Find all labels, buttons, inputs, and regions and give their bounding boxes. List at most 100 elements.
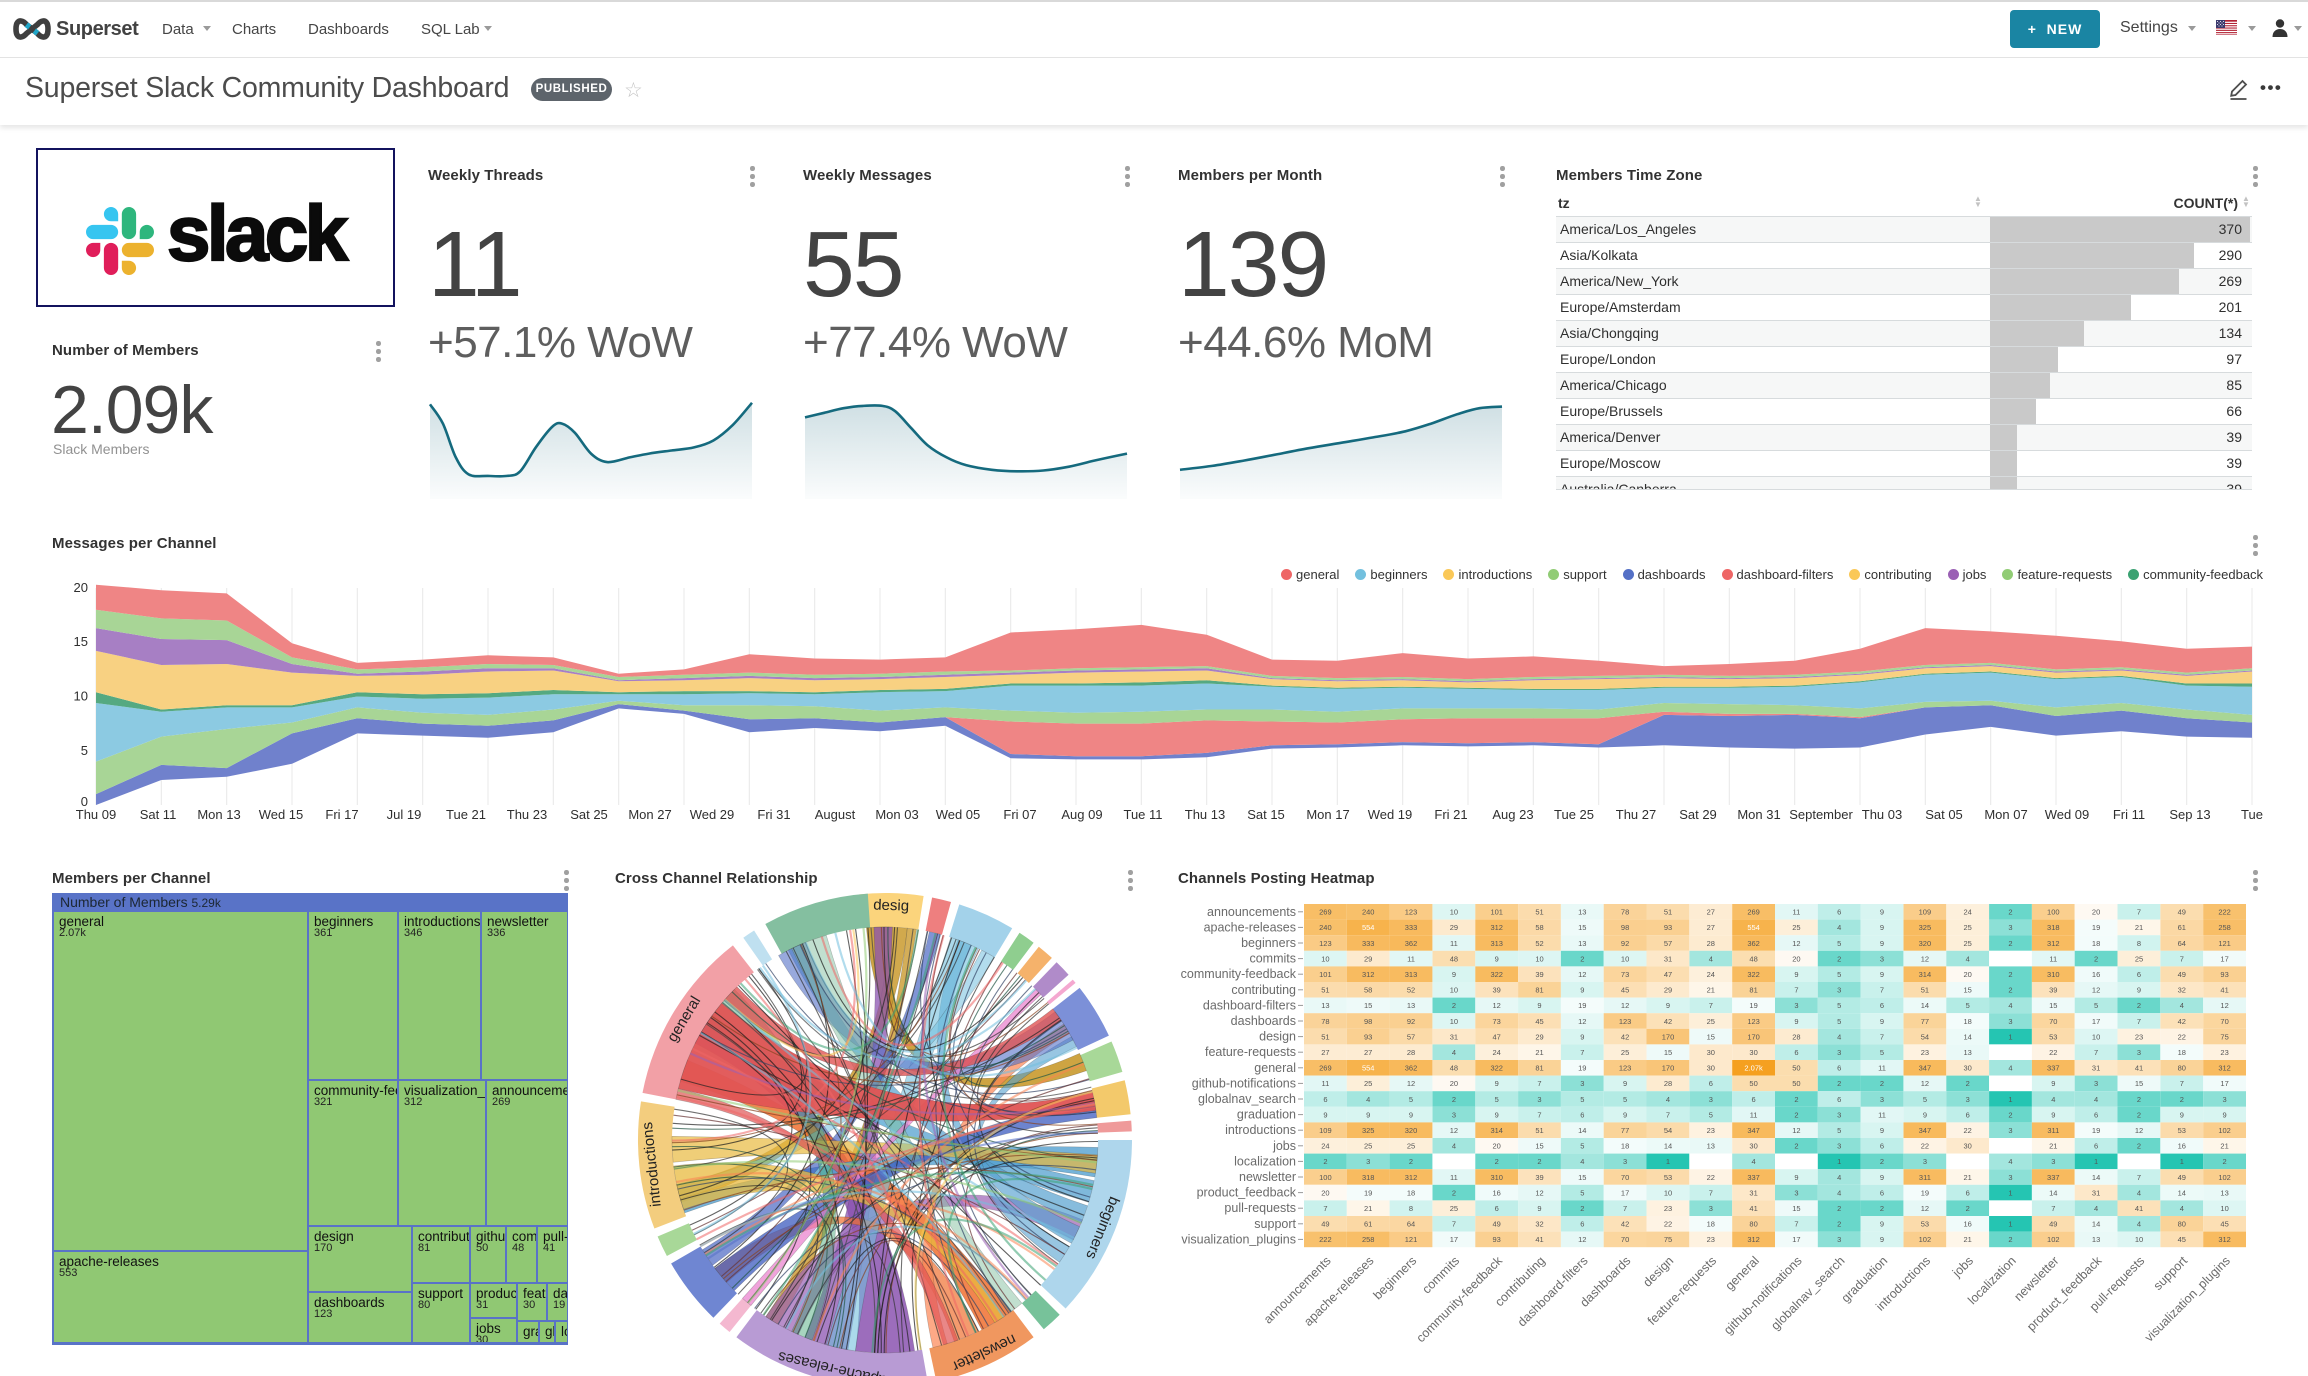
svg-text:51: 51 bbox=[1321, 986, 1329, 995]
svg-text:6: 6 bbox=[2094, 1110, 2098, 1119]
svg-text:16: 16 bbox=[1493, 1188, 1501, 1197]
svg-text:19: 19 bbox=[1578, 1001, 1586, 1010]
svg-text:3: 3 bbox=[1537, 1095, 1541, 1104]
svg-text:21: 21 bbox=[1364, 1204, 1372, 1213]
svg-text:5: 5 bbox=[81, 743, 88, 758]
svg-text:322: 322 bbox=[1490, 1064, 1503, 1073]
svg-text:9: 9 bbox=[2051, 1110, 2055, 1119]
svg-text:2: 2 bbox=[1880, 1204, 1884, 1213]
svg-text:98: 98 bbox=[1364, 1017, 1372, 1026]
svg-text:design: design bbox=[1259, 1030, 1296, 1044]
svg-text:57: 57 bbox=[1407, 1032, 1415, 1041]
svg-text:11: 11 bbox=[1793, 908, 1801, 917]
svg-text:1: 1 bbox=[1837, 1157, 1841, 1166]
svg-text:github-notifications: github-notifications bbox=[1192, 1076, 1296, 1090]
svg-text:6: 6 bbox=[1580, 1110, 1584, 1119]
svg-text:3: 3 bbox=[2008, 1173, 2012, 1182]
svg-text:3: 3 bbox=[1966, 1095, 1970, 1104]
svg-text:9: 9 bbox=[1366, 1110, 1370, 1119]
svg-text:8: 8 bbox=[2137, 939, 2141, 948]
svg-text:1: 1 bbox=[2008, 1188, 2012, 1197]
svg-text:beginners: beginners bbox=[1371, 1254, 1420, 1303]
svg-text:Thu 09: Thu 09 bbox=[76, 807, 116, 822]
svg-text:14: 14 bbox=[1964, 1032, 1972, 1041]
svg-text:9: 9 bbox=[2223, 1110, 2227, 1119]
svg-text:2: 2 bbox=[1409, 1157, 1413, 1166]
svg-text:Aug 09: Aug 09 bbox=[1061, 807, 1102, 822]
svg-text:beginners: beginners bbox=[1241, 936, 1296, 950]
svg-text:5: 5 bbox=[2094, 1001, 2098, 1010]
svg-text:6: 6 bbox=[1794, 1048, 1798, 1057]
svg-text:325: 325 bbox=[1919, 923, 1932, 932]
svg-text:9: 9 bbox=[1623, 1079, 1627, 1088]
svg-text:2: 2 bbox=[2137, 1110, 2141, 1119]
svg-text:362: 362 bbox=[1747, 939, 1760, 948]
svg-text:19: 19 bbox=[1749, 1001, 1757, 1010]
svg-text:4: 4 bbox=[1452, 1048, 1456, 1057]
svg-text:21: 21 bbox=[2220, 1142, 2228, 1151]
svg-text:64: 64 bbox=[2178, 939, 2186, 948]
svg-text:27: 27 bbox=[1707, 908, 1715, 917]
svg-text:6: 6 bbox=[1966, 1110, 1970, 1119]
svg-text:18: 18 bbox=[1407, 1188, 1415, 1197]
svg-text:9: 9 bbox=[1495, 1110, 1499, 1119]
svg-text:3: 3 bbox=[2008, 1017, 2012, 1026]
svg-text:16: 16 bbox=[1964, 1220, 1972, 1229]
svg-text:18: 18 bbox=[2178, 1048, 2186, 1057]
svg-text:3: 3 bbox=[2094, 1079, 2098, 1088]
svg-text:2: 2 bbox=[2008, 908, 2012, 917]
svg-text:269: 269 bbox=[1747, 908, 1760, 917]
svg-text:222: 222 bbox=[1319, 1235, 1332, 1244]
svg-text:3: 3 bbox=[1837, 1110, 1841, 1119]
svg-text:11: 11 bbox=[1450, 1173, 1458, 1182]
svg-text:4: 4 bbox=[1366, 1095, 1370, 1104]
svg-text:77: 77 bbox=[1621, 1126, 1629, 1135]
svg-text:109: 109 bbox=[1319, 1126, 1332, 1135]
svg-text:48: 48 bbox=[1450, 1064, 1458, 1073]
svg-text:58: 58 bbox=[1364, 986, 1372, 995]
svg-text:12: 12 bbox=[2092, 986, 2100, 995]
svg-text:12: 12 bbox=[1792, 939, 1800, 948]
svg-text:337: 337 bbox=[2047, 1173, 2060, 1182]
svg-text:4: 4 bbox=[2008, 1064, 2012, 1073]
svg-text:design: design bbox=[1640, 1254, 1676, 1290]
svg-text:2: 2 bbox=[2137, 1001, 2141, 1010]
svg-text:15: 15 bbox=[1535, 1142, 1543, 1151]
svg-text:123: 123 bbox=[1319, 939, 1332, 948]
svg-text:August: August bbox=[815, 807, 856, 822]
svg-text:39: 39 bbox=[1535, 1173, 1543, 1182]
svg-text:25: 25 bbox=[1364, 1079, 1372, 1088]
svg-text:93: 93 bbox=[1493, 1235, 1501, 1244]
svg-text:11: 11 bbox=[1407, 954, 1415, 963]
svg-text:Fri 17: Fri 17 bbox=[325, 807, 358, 822]
svg-text:3: 3 bbox=[1794, 1188, 1798, 1197]
svg-text:15: 15 bbox=[74, 634, 88, 649]
svg-text:31: 31 bbox=[1749, 1188, 1757, 1197]
svg-text:13: 13 bbox=[2092, 1235, 2100, 1244]
svg-text:170: 170 bbox=[1662, 1032, 1675, 1041]
svg-text:7: 7 bbox=[2051, 1204, 2055, 1213]
svg-text:9: 9 bbox=[2180, 1110, 2184, 1119]
svg-text:554: 554 bbox=[1362, 923, 1375, 932]
svg-text:53: 53 bbox=[1921, 1220, 1929, 1229]
svg-text:3: 3 bbox=[1837, 1048, 1841, 1057]
svg-text:20: 20 bbox=[1964, 970, 1972, 979]
svg-text:22: 22 bbox=[1921, 1142, 1929, 1151]
svg-text:9: 9 bbox=[1409, 1110, 1413, 1119]
svg-text:6: 6 bbox=[1880, 1142, 1884, 1151]
svg-text:2.07k: 2.07k bbox=[1744, 1064, 1763, 1073]
svg-text:320: 320 bbox=[1405, 1126, 1418, 1135]
svg-text:312: 312 bbox=[1405, 1173, 1418, 1182]
svg-text:80: 80 bbox=[1749, 1220, 1757, 1229]
svg-text:Thu 23: Thu 23 bbox=[507, 807, 547, 822]
svg-text:50: 50 bbox=[1792, 1079, 1800, 1088]
svg-text:12: 12 bbox=[1450, 1126, 1458, 1135]
svg-text:introductions: introductions bbox=[1225, 1123, 1296, 1137]
svg-text:4: 4 bbox=[2137, 1188, 2141, 1197]
svg-text:9: 9 bbox=[1880, 1220, 1884, 1229]
svg-text:10: 10 bbox=[2220, 1204, 2228, 1213]
svg-text:github-notifications: github-notifications bbox=[1721, 1254, 1805, 1338]
svg-text:2: 2 bbox=[2008, 970, 2012, 979]
svg-text:25: 25 bbox=[1407, 1142, 1415, 1151]
svg-text:7: 7 bbox=[1666, 1110, 1670, 1119]
